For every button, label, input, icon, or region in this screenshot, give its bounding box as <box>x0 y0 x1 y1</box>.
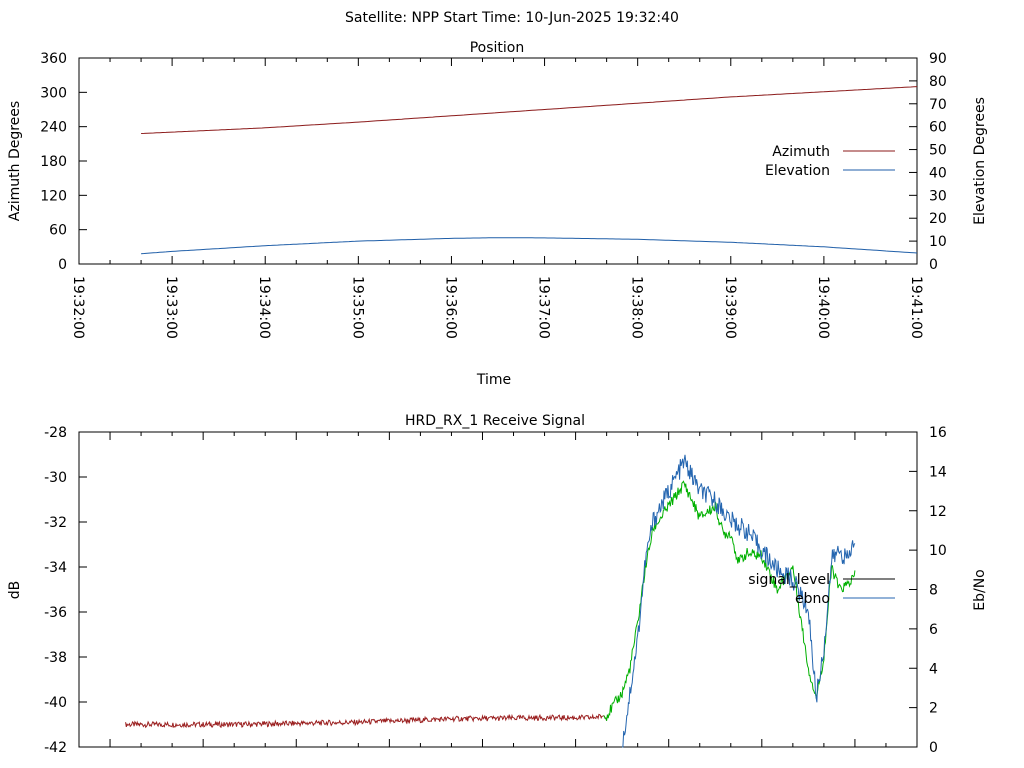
position-ylabel: Azimuth Degrees <box>7 101 23 221</box>
position-x-tick-label: 19:34:00 <box>256 276 272 339</box>
signal-y-tick-label: -38 <box>44 650 67 666</box>
position-y2label: Elevation Degrees <box>972 97 988 225</box>
signal-y2-tick-label: 10 <box>929 543 947 559</box>
position-x-tick-label: 19:41:00 <box>908 276 924 339</box>
position-legend-elevation-label: Elevation <box>765 163 830 179</box>
signal-chart: HRD_RX_1 Receive Signal dB Eb/No -28-30-… <box>7 413 988 756</box>
signal-x-ticks <box>78 432 918 747</box>
position-y2-tick-label: 60 <box>929 120 947 136</box>
signal-y-tick-label: -28 <box>44 425 67 441</box>
position-y2-tick-label: 10 <box>929 234 947 250</box>
position-y2-tick-label: 70 <box>929 97 947 113</box>
signal-y-tick-label: -30 <box>44 470 67 486</box>
position-x-tick-label: 19:35:00 <box>349 276 365 339</box>
position-x-tick-label: 19:36:00 <box>442 276 458 339</box>
position-legend-azimuth-label: Azimuth <box>772 144 830 160</box>
signal-legend-ebno-label: ebno <box>795 591 830 607</box>
signal-y2-tick-label: 12 <box>929 504 947 520</box>
signal-y2-ticks: 0 2 4 6 8 10 12 14 16 <box>909 425 947 756</box>
signal-series <box>125 454 856 748</box>
signal-y2-tick-label: 2 <box>929 701 938 717</box>
position-x-tick-label: 19:39:00 <box>722 276 738 339</box>
signal-y2-tick-label: 0 <box>929 740 938 756</box>
signal-ylabel: dB <box>7 581 23 600</box>
position-y-tick-label: 240 <box>40 120 67 136</box>
position-y2-tick-label: 90 <box>929 51 947 67</box>
position-chart: Position Azimuth Degrees Elevation Degre… <box>7 40 988 388</box>
position-x-tick-label: 19:38:00 <box>629 276 645 339</box>
signal-y2-tick-label: 6 <box>929 622 938 638</box>
position-x-tick-label: 19:33:00 <box>163 276 179 339</box>
position-y-ticks: 0 60 120 180 240 300 360 <box>40 51 87 273</box>
signal-y2-tick-label: 4 <box>929 661 938 677</box>
position-y-tick-label: 180 <box>40 154 67 170</box>
signal-title: HRD_RX_1 Receive Signal <box>405 413 585 429</box>
position-x-ticks: 19:32:00 19:33:00 19:34:00 19:35:00 19:36:00… <box>70 58 924 339</box>
signal-legend-signal_level-label: signal_level <box>748 572 830 588</box>
position-y2-tick-label: 0 <box>929 257 938 273</box>
signal-series-signal_level-low-line <box>125 713 608 729</box>
position-x-tick-label: 19:37:00 <box>536 276 552 339</box>
position-title: Position <box>470 40 525 56</box>
signal-y-ticks: -28 -30 -32 -34 -36 -38 -40 -42 <box>44 425 87 756</box>
position-y2-ticks: 0 10 20 30 40 50 60 70 80 90 <box>909 51 947 273</box>
signal-y-tick-label: -34 <box>44 560 67 576</box>
position-y2-tick-label: 50 <box>929 143 947 159</box>
position-y-tick-label: 0 <box>58 257 67 273</box>
position-plot-frame <box>78 57 918 265</box>
position-y-tick-label: 60 <box>49 223 67 239</box>
signal-y2label: Eb/No <box>972 569 988 611</box>
position-y2-tick-label: 20 <box>929 211 947 227</box>
signal-y-tick-label: -40 <box>44 695 67 711</box>
position-legend: Azimuth Elevation <box>765 144 895 179</box>
position-series-azimuth-line <box>141 86 918 134</box>
position-y-tick-label: 300 <box>40 85 67 101</box>
header-text: Satellite: NPP Start Time: 10-Jun-2025 1… <box>345 10 679 26</box>
position-x-tick-label: 19:32:00 <box>70 276 86 339</box>
position-y2-tick-label: 30 <box>929 188 947 204</box>
position-series-elevation-line <box>141 237 918 255</box>
position-series <box>141 86 918 255</box>
position-y2-tick-label: 80 <box>929 74 947 90</box>
signal-y2-tick-label: 16 <box>929 425 947 441</box>
position-x-tick-label: 19:40:00 <box>815 276 831 339</box>
signal-y-tick-label: -32 <box>44 515 67 531</box>
signal-series-ebno-line <box>622 454 856 748</box>
signal-y-tick-label: -42 <box>44 740 67 756</box>
position-xlabel: Time <box>476 372 511 388</box>
signal-plot-frame <box>78 431 918 748</box>
signal-y-tick-label: -36 <box>44 605 67 621</box>
signal-y2-tick-label: 14 <box>929 464 947 480</box>
position-y-tick-label: 120 <box>40 188 67 204</box>
position-y2-tick-label: 40 <box>929 165 947 181</box>
signal-y2-tick-label: 8 <box>929 583 938 599</box>
position-y-tick-label: 360 <box>40 51 67 67</box>
